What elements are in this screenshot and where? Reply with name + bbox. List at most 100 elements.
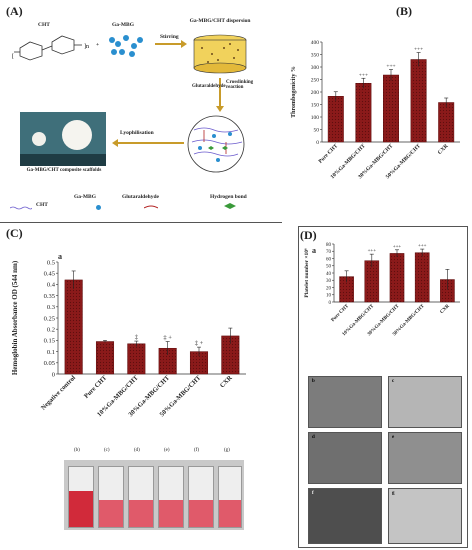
bar-B-4 bbox=[438, 102, 455, 143]
y-tick-label-D: 40 bbox=[326, 272, 332, 277]
bar-D-2 bbox=[389, 253, 405, 303]
legend-a: CHT Ga-MBG Glutaraldehyde Hydrogen bond bbox=[10, 194, 280, 214]
y-tick-label-D: 50 bbox=[326, 265, 332, 270]
significance-C-4: ‡ + bbox=[195, 340, 204, 347]
sem-image-c: c bbox=[388, 376, 462, 428]
chart-c: 0 0.05 0.1 0.15 0.2 0.25 0.3 0.35 0.4 0.45 0.5 Hemo… bbox=[11, 259, 246, 418]
svg-text:[: [ bbox=[12, 54, 14, 60]
panel-a-letter: (A) bbox=[6, 4, 23, 18]
legend-cht: CHT bbox=[36, 202, 48, 208]
glutaraldehyde-icon bbox=[144, 205, 158, 209]
crosslinked-network bbox=[187, 115, 245, 173]
stirring-label: Stirring bbox=[160, 34, 179, 40]
category-label-D-4: CXR bbox=[440, 304, 451, 315]
sem-image-b: b bbox=[308, 376, 382, 428]
dispersion-label: Ga-MBG/CHT dispersion bbox=[189, 18, 251, 24]
y-tick-label-B: 200 bbox=[311, 90, 320, 96]
significance-C-3: ‡ + bbox=[163, 335, 172, 342]
y-tick-label-B: 0 bbox=[316, 140, 319, 146]
bar-C-2 bbox=[127, 343, 146, 375]
y-tick-label-C: 0 bbox=[52, 371, 55, 378]
bar-B-2 bbox=[383, 74, 399, 143]
arrow-left-icon bbox=[112, 139, 184, 147]
y-axis-label-B: Thrombogenicity % bbox=[291, 66, 297, 118]
sem-label-b: b bbox=[312, 379, 315, 384]
bar-B-3 bbox=[410, 59, 427, 143]
y-tick-label-D: 30 bbox=[326, 279, 332, 284]
y-tick-label-B: 250 bbox=[311, 77, 320, 83]
vial-5 bbox=[188, 466, 214, 528]
significance-D-1: +++ bbox=[368, 249, 377, 254]
panel-d-letter: (D) bbox=[300, 228, 317, 242]
y-tick-label-B: 400 bbox=[311, 40, 320, 46]
vial-label-d: (d) bbox=[134, 448, 140, 453]
ga-mbg-dot-icon bbox=[96, 205, 101, 210]
significance-C-2: ‡ bbox=[135, 334, 139, 341]
bar-D-3 bbox=[414, 252, 430, 303]
sem-image-f: f bbox=[308, 488, 382, 544]
vial-label-b: (b) bbox=[74, 448, 80, 453]
scaffold-label: Ga-MBG/CHT composite scaffolds bbox=[26, 168, 102, 173]
lyophilisation-label: Lyophilisation bbox=[120, 130, 154, 136]
y-tick-label-D: 60 bbox=[326, 257, 332, 262]
y-tick-label-C: 0.45 bbox=[44, 270, 55, 277]
ruler bbox=[20, 154, 106, 166]
y-tick-label-B: 150 bbox=[311, 102, 320, 108]
y-tick-label-D: 70 bbox=[326, 250, 332, 255]
scaffold-small bbox=[32, 132, 46, 146]
vial-1 bbox=[68, 466, 94, 528]
chart-d: 0 10 20 30 40 50 60 70 80 Platelet number ×10⁶ Pur… bbox=[304, 243, 460, 337]
y-tick-label-C: 0.2 bbox=[47, 326, 55, 333]
category-label-B-4: CXR bbox=[437, 142, 450, 155]
vial-6 bbox=[218, 466, 242, 528]
hydrogen-bond-icon bbox=[224, 203, 236, 209]
y-tick-label-C: 0.4 bbox=[47, 282, 56, 289]
bar-B-0 bbox=[327, 96, 344, 143]
sem-image-g: g bbox=[388, 488, 462, 544]
y-axis-label-C: Hemoglobin Absorbance OD (544 nm) bbox=[11, 260, 19, 375]
vial-2 bbox=[98, 466, 124, 528]
y-tick-label-D: 20 bbox=[326, 286, 332, 291]
scaffold-photo bbox=[20, 112, 106, 166]
y-tick-label-D: 0 bbox=[329, 301, 332, 306]
y-tick-label-C: 0.5 bbox=[47, 259, 55, 266]
ga-mbg-particles bbox=[109, 35, 143, 57]
significance-B-1: +++ bbox=[359, 72, 368, 78]
sem-label-g: g bbox=[392, 491, 395, 496]
y-tick-label-C: 0.05 bbox=[44, 360, 55, 367]
significance-D-3: +++ bbox=[418, 244, 427, 249]
category-label-C-5: CXR bbox=[219, 374, 234, 389]
significance-B-2: +++ bbox=[386, 64, 395, 70]
sem-label-e: e bbox=[392, 435, 395, 440]
panel-d-frame bbox=[298, 226, 468, 548]
category-label-B-0: Pure CHT bbox=[318, 143, 340, 165]
arrow-down-icon bbox=[216, 78, 224, 112]
y-tick-label-B: 350 bbox=[311, 52, 320, 58]
y-tick-label-C: 0.25 bbox=[44, 315, 55, 322]
y-axis-label-D: Platelet number ×10⁶ bbox=[304, 248, 310, 298]
panel-b-letter: (B) bbox=[396, 4, 412, 18]
vial-label-g: (g) bbox=[224, 448, 230, 453]
panel-d-sub: a bbox=[312, 246, 316, 255]
gamgb-label: Ga-MBG bbox=[112, 22, 134, 28]
arrow-right-icon bbox=[155, 40, 187, 48]
y-tick-label-C: 0.1 bbox=[47, 349, 55, 356]
vial-label-c: (c) bbox=[104, 448, 110, 453]
significance-D-2: +++ bbox=[393, 245, 402, 250]
vial-label-f: (f) bbox=[194, 448, 199, 453]
sem-image-d: d bbox=[308, 432, 382, 484]
legend-glutaraldehyde: Glutaraldehyde bbox=[122, 194, 159, 200]
y-tick-label-C: 0.3 bbox=[47, 304, 55, 311]
sem-label-f: f bbox=[312, 491, 314, 496]
legend-gamgb: Ga-MBG bbox=[74, 194, 96, 200]
chart-b: 0 50 100 150 200 250 300 350 400 Thrombogenicity … bbox=[291, 40, 460, 180]
crosslinking-label: Crosslinking reaction bbox=[226, 80, 254, 90]
plus-sign: + bbox=[96, 42, 100, 48]
bar-C-0 bbox=[64, 279, 83, 375]
significance-B-3: +++ bbox=[414, 47, 423, 53]
sem-label-d: d bbox=[312, 435, 315, 440]
vial-4 bbox=[158, 466, 184, 528]
sem-label-c: c bbox=[392, 379, 395, 384]
cht-label: CHT bbox=[38, 22, 50, 28]
cht-chain-icon bbox=[10, 206, 32, 210]
